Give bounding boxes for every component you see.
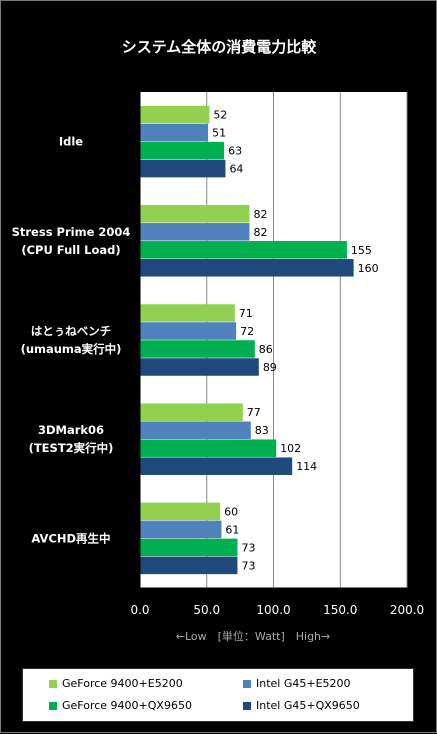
data-label: 60 <box>224 505 238 518</box>
bar <box>140 322 237 340</box>
data-label: 71 <box>239 307 253 320</box>
legend-label: GeForce 9400+E5200 <box>62 677 183 690</box>
chart-title: システム全体の消費電力比較 <box>122 38 318 56</box>
legend-item: Intel G45+QX9650 <box>243 699 360 712</box>
legend-item: GeForce 9400+QX9650 <box>49 699 192 712</box>
data-label: 73 <box>241 541 255 554</box>
x-axis-label: ←Low [単位：Watt] High→ <box>176 629 331 643</box>
legend-swatch <box>49 679 57 688</box>
bar <box>140 502 221 521</box>
data-label: 83 <box>255 424 269 437</box>
category-label: AVCHD再生中 <box>31 531 110 545</box>
legend-label: Intel G45+QX9650 <box>256 699 360 712</box>
category-label: 3DMark06 <box>38 423 104 437</box>
x-tick-label: 100.0 <box>256 603 290 617</box>
bar <box>140 105 210 124</box>
data-label: 51 <box>212 127 226 140</box>
legend-swatch <box>243 679 251 688</box>
data-label: 72 <box>240 325 254 338</box>
category-label: Stress Prime 2004 <box>12 225 131 239</box>
data-label: 77 <box>247 406 261 419</box>
bar <box>140 205 250 223</box>
bar <box>140 538 238 557</box>
category-label: (TEST2実行中) <box>29 441 114 455</box>
category-label: はとぅねベンチ <box>31 324 112 338</box>
x-tick-label: 0.0 <box>130 603 149 617</box>
data-label: 64 <box>229 163 243 176</box>
bar <box>140 556 238 575</box>
legend-label: Intel G45+E5200 <box>256 677 351 690</box>
bar <box>140 159 226 178</box>
legend-item: Intel G45+E5200 <box>243 677 351 690</box>
legend-label: GeForce 9400+QX9650 <box>62 699 192 712</box>
data-label: 155 <box>351 244 372 257</box>
bar <box>140 123 209 142</box>
legend: GeForce 9400+E5200 Intel G45+E5200 GeForce… <box>22 668 414 722</box>
data-label: 102 <box>280 442 301 455</box>
x-tick-label: 50.0 <box>193 603 220 617</box>
data-label: 61 <box>225 523 239 536</box>
bar <box>140 141 225 160</box>
data-label: 52 <box>213 109 227 122</box>
legend-swatch <box>243 701 251 710</box>
data-label: 73 <box>241 559 255 572</box>
category-label: (CPU Full Load) <box>21 243 120 257</box>
data-label: 63 <box>228 145 242 158</box>
legend-swatch <box>49 701 57 710</box>
bar <box>140 340 255 358</box>
data-label: 86 <box>259 343 273 356</box>
category-label: Idle <box>59 135 83 149</box>
x-tick-label: 150.0 <box>323 603 357 617</box>
bar <box>140 241 347 259</box>
data-label: 160 <box>358 262 379 275</box>
bar <box>140 520 222 539</box>
data-label: 82 <box>253 226 267 239</box>
bar <box>140 259 354 277</box>
data-label: 114 <box>296 460 317 473</box>
bar <box>140 358 259 376</box>
bar <box>140 223 250 241</box>
x-tick-label: 200.0 <box>390 603 424 617</box>
bar <box>140 457 293 475</box>
data-label: 89 <box>263 361 277 374</box>
bar <box>140 304 235 322</box>
bar <box>140 403 243 421</box>
category-label: (umauma実行中) <box>21 342 122 356</box>
legend-item: GeForce 9400+E5200 <box>49 677 183 690</box>
data-label: 82 <box>253 208 267 221</box>
bar <box>140 439 277 457</box>
bar <box>140 421 251 439</box>
